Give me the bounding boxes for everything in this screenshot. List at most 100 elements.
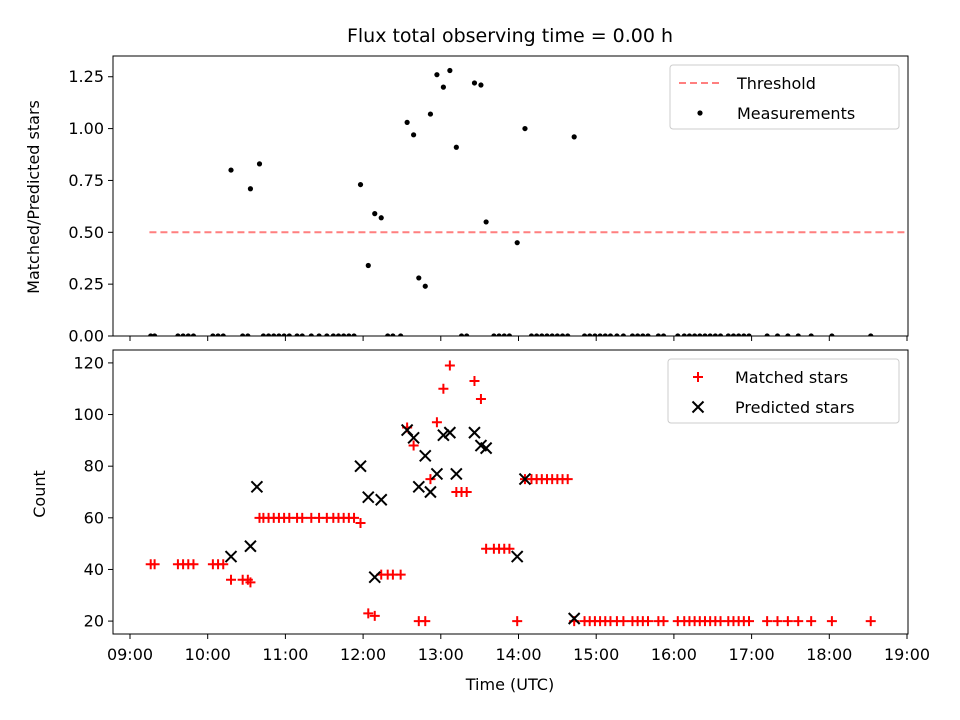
bottom-x-point [412, 480, 425, 494]
top-dot-point [640, 333, 646, 336]
bottom-plus-point [444, 360, 455, 371]
top-dot-point [256, 161, 263, 167]
bottom-y-tick-label: 60 [84, 508, 104, 527]
top-dot-point [868, 333, 874, 336]
bottom-x-point [567, 612, 581, 625]
top-data [148, 67, 905, 336]
bottom-plus-point [431, 417, 442, 428]
top-dot-point [220, 333, 226, 336]
top-dot-point [299, 333, 305, 336]
bottom-plus-point [865, 616, 876, 627]
bottom-plus-point [149, 559, 160, 570]
bottom-y-tick-label: 40 [84, 560, 104, 579]
top-dot-point [330, 333, 336, 336]
top-dot-point [365, 262, 371, 269]
bottom-plus-point [297, 512, 308, 523]
bottom-plus-point [226, 574, 237, 585]
top-dot-point [496, 333, 502, 336]
top-dot-point [148, 333, 154, 336]
top-dot-point [265, 333, 272, 336]
top-dot-point [581, 333, 588, 336]
bottom-plus-point [658, 616, 669, 627]
bottom-plus-point [475, 394, 486, 405]
top-dot-point [774, 333, 781, 336]
top-dot-point [471, 80, 478, 86]
top-dot-point [702, 333, 708, 336]
top-dot-point [829, 333, 835, 336]
top-y-tick-label: 0.25 [68, 275, 104, 294]
bottom-plus-point [806, 616, 817, 627]
top-dot-point [655, 333, 661, 336]
top-dot-point [602, 333, 608, 336]
bottom-x-tick-label: 11:00 [262, 645, 308, 664]
top-dot-point [351, 333, 357, 336]
top-dot-point [440, 84, 446, 90]
top-y-axis-label: Matched/Predicted stars [24, 100, 43, 294]
bottom-x-point [375, 493, 388, 506]
bottom-x-point [430, 467, 444, 481]
bottom-plus-point [349, 512, 360, 523]
bottom-y-tick-label: 20 [84, 612, 104, 631]
top-dot-point [506, 333, 513, 336]
bottom-x-point [518, 472, 532, 486]
top-legend [669, 64, 900, 130]
bottom-plus-point [826, 616, 837, 627]
top-dot-point [453, 144, 459, 150]
top-chart-title: Flux total observing time = 0.00 h [347, 25, 673, 47]
top-dot-point [210, 333, 216, 336]
bottom-x-tick-label: 10:00 [185, 645, 231, 664]
bottom-x-point [244, 540, 257, 553]
top-dot-point [185, 333, 191, 336]
top-dot-point [607, 333, 614, 336]
top-dot-point [245, 333, 251, 336]
bottom-x-point [354, 459, 367, 473]
top-dot-point [240, 333, 246, 336]
top-dot-point [707, 333, 713, 336]
bottom-plus-point [363, 608, 374, 619]
bottom-plus-point [218, 559, 229, 570]
bottom-x-point [450, 467, 463, 481]
bottom-plus-point [762, 616, 773, 627]
bottom-x-point [443, 426, 457, 439]
top-dot-point [411, 132, 417, 138]
bottom-x-point [368, 570, 381, 584]
bottom-plus-point [425, 474, 436, 485]
top-dot-point [725, 333, 731, 336]
bottom-plus-point [438, 383, 449, 394]
bottom-x-tick-label: 18:00 [806, 645, 852, 664]
top-dot-point [247, 186, 254, 192]
top-dot-point [717, 333, 724, 336]
top-dot-point [294, 333, 300, 336]
top-dot-point [260, 333, 266, 336]
top-dot-point [357, 181, 364, 188]
bottom-x-point [407, 431, 420, 444]
top-dot-point [514, 240, 520, 246]
top-dot-point [528, 333, 535, 336]
top-dot-point [175, 333, 181, 336]
bottom-plus-point [395, 569, 406, 580]
top-dot-point [764, 333, 770, 336]
bottom-x-tick-label: 17:00 [729, 645, 775, 664]
bottom-plus-point [643, 616, 653, 627]
bottom-x-tick-label: 15:00 [573, 645, 619, 664]
top-dot-point [697, 333, 703, 336]
top-dot-point [597, 333, 603, 336]
top-dot-point [398, 333, 404, 336]
top-dot-point [447, 67, 453, 74]
top-dot-point [741, 333, 747, 336]
top-dot-point [404, 119, 410, 125]
bottom-x-tick-label: 12:00 [340, 645, 386, 664]
bottom-y-tick-label: 100 [73, 405, 104, 424]
bottom-x-point [468, 426, 481, 439]
top-dot-point [180, 333, 186, 336]
bottom-plus-point [512, 616, 523, 627]
top-dot-point [434, 72, 440, 78]
top-dot-point [746, 333, 752, 336]
top-dot-point [808, 333, 814, 336]
bottom-legend-x-swatch [691, 400, 705, 414]
bottom-plus-point [420, 616, 431, 627]
top-dot-point [276, 333, 282, 336]
top-dot-point [281, 333, 287, 336]
bottom-panel: 20 40 60 80 100 120 09:00 10:00 11:00 12:00 13:00 1… [73, 349, 930, 664]
bottom-plus-point [188, 559, 199, 570]
